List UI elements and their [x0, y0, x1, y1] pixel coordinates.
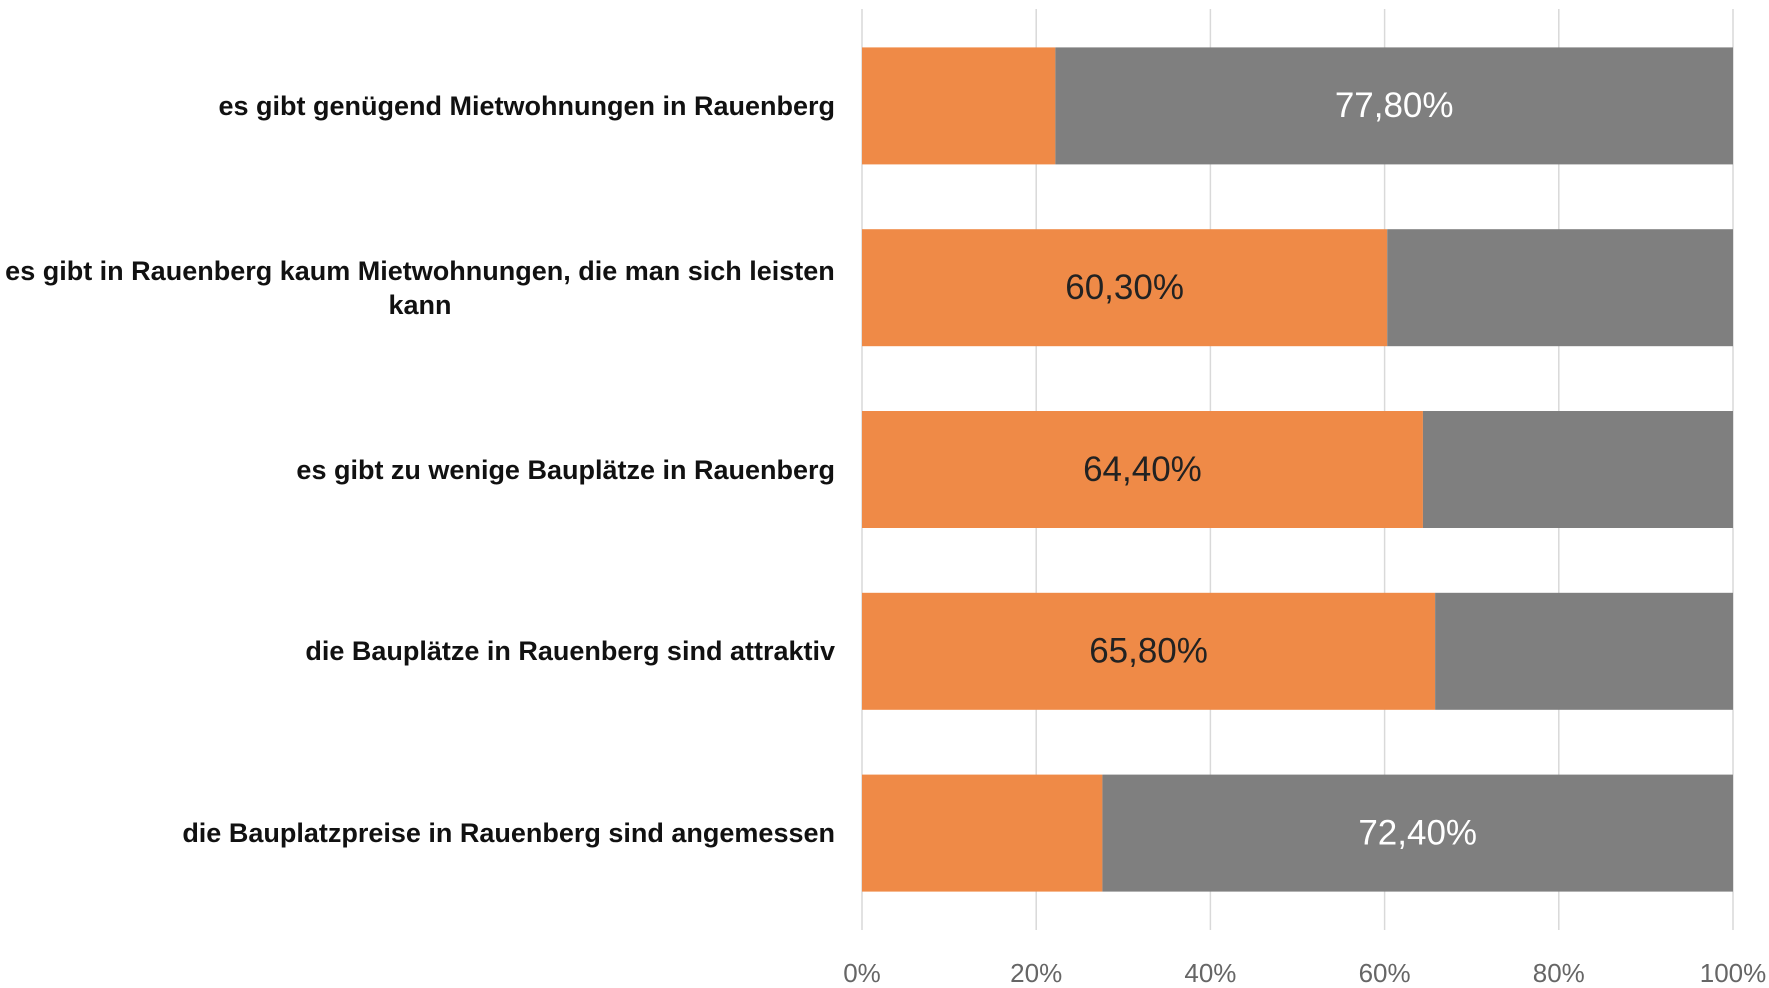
category-label-text: die Bauplätze in Rauenberg sind attrakti…: [305, 636, 835, 667]
bar-segment: [862, 47, 1056, 165]
bar-segment: [862, 592, 1436, 710]
bar-segment: [862, 774, 1103, 892]
bar-segment: [1422, 411, 1733, 528]
x-tick-label: 100%: [1700, 958, 1767, 988]
data-label: 77,80%: [1335, 86, 1454, 125]
category-label-text: die Bauplatzpreise in Rauenberg sind ang…: [182, 818, 835, 849]
category-label: die Bauplatzpreise in Rauenberg sind ang…: [0, 816, 835, 850]
bar-segment: [1102, 774, 1733, 892]
category-label-text: es gibt zu wenige Bauplätze in Rauenberg: [296, 454, 835, 485]
data-label: 72,40%: [1358, 813, 1477, 852]
bar-segment: [1435, 592, 1733, 710]
bar-segment: [1387, 229, 1733, 347]
category-label: es gibt zu wenige Bauplätze in Rauenberg: [0, 453, 835, 487]
x-tick-label: 60%: [1359, 958, 1411, 988]
bar-segment: [1055, 47, 1733, 165]
data-label: 64,40%: [1083, 450, 1202, 489]
data-label: 65,80%: [1089, 632, 1208, 671]
category-label-text: es gibt genügend Mietwohnungen in Rauenb…: [218, 90, 836, 121]
category-label: es gibt in Rauenberg kaum Mietwohnungen,…: [0, 254, 835, 322]
x-tick-label: 20%: [1010, 958, 1062, 988]
bar-segment: [862, 229, 1388, 347]
category-label-text: es gibt in Rauenberg kaum Mietwohnungen,…: [5, 255, 835, 320]
x-tick-label: 80%: [1533, 958, 1585, 988]
x-tick-label: 0%: [843, 958, 881, 988]
bar-segment: [862, 411, 1423, 528]
x-tick-label: 40%: [1184, 958, 1236, 988]
data-label: 60,30%: [1065, 268, 1184, 307]
category-label: es gibt genügend Mietwohnungen in Rauenb…: [0, 89, 836, 123]
category-label: die Bauplätze in Rauenberg sind attrakti…: [0, 634, 835, 668]
